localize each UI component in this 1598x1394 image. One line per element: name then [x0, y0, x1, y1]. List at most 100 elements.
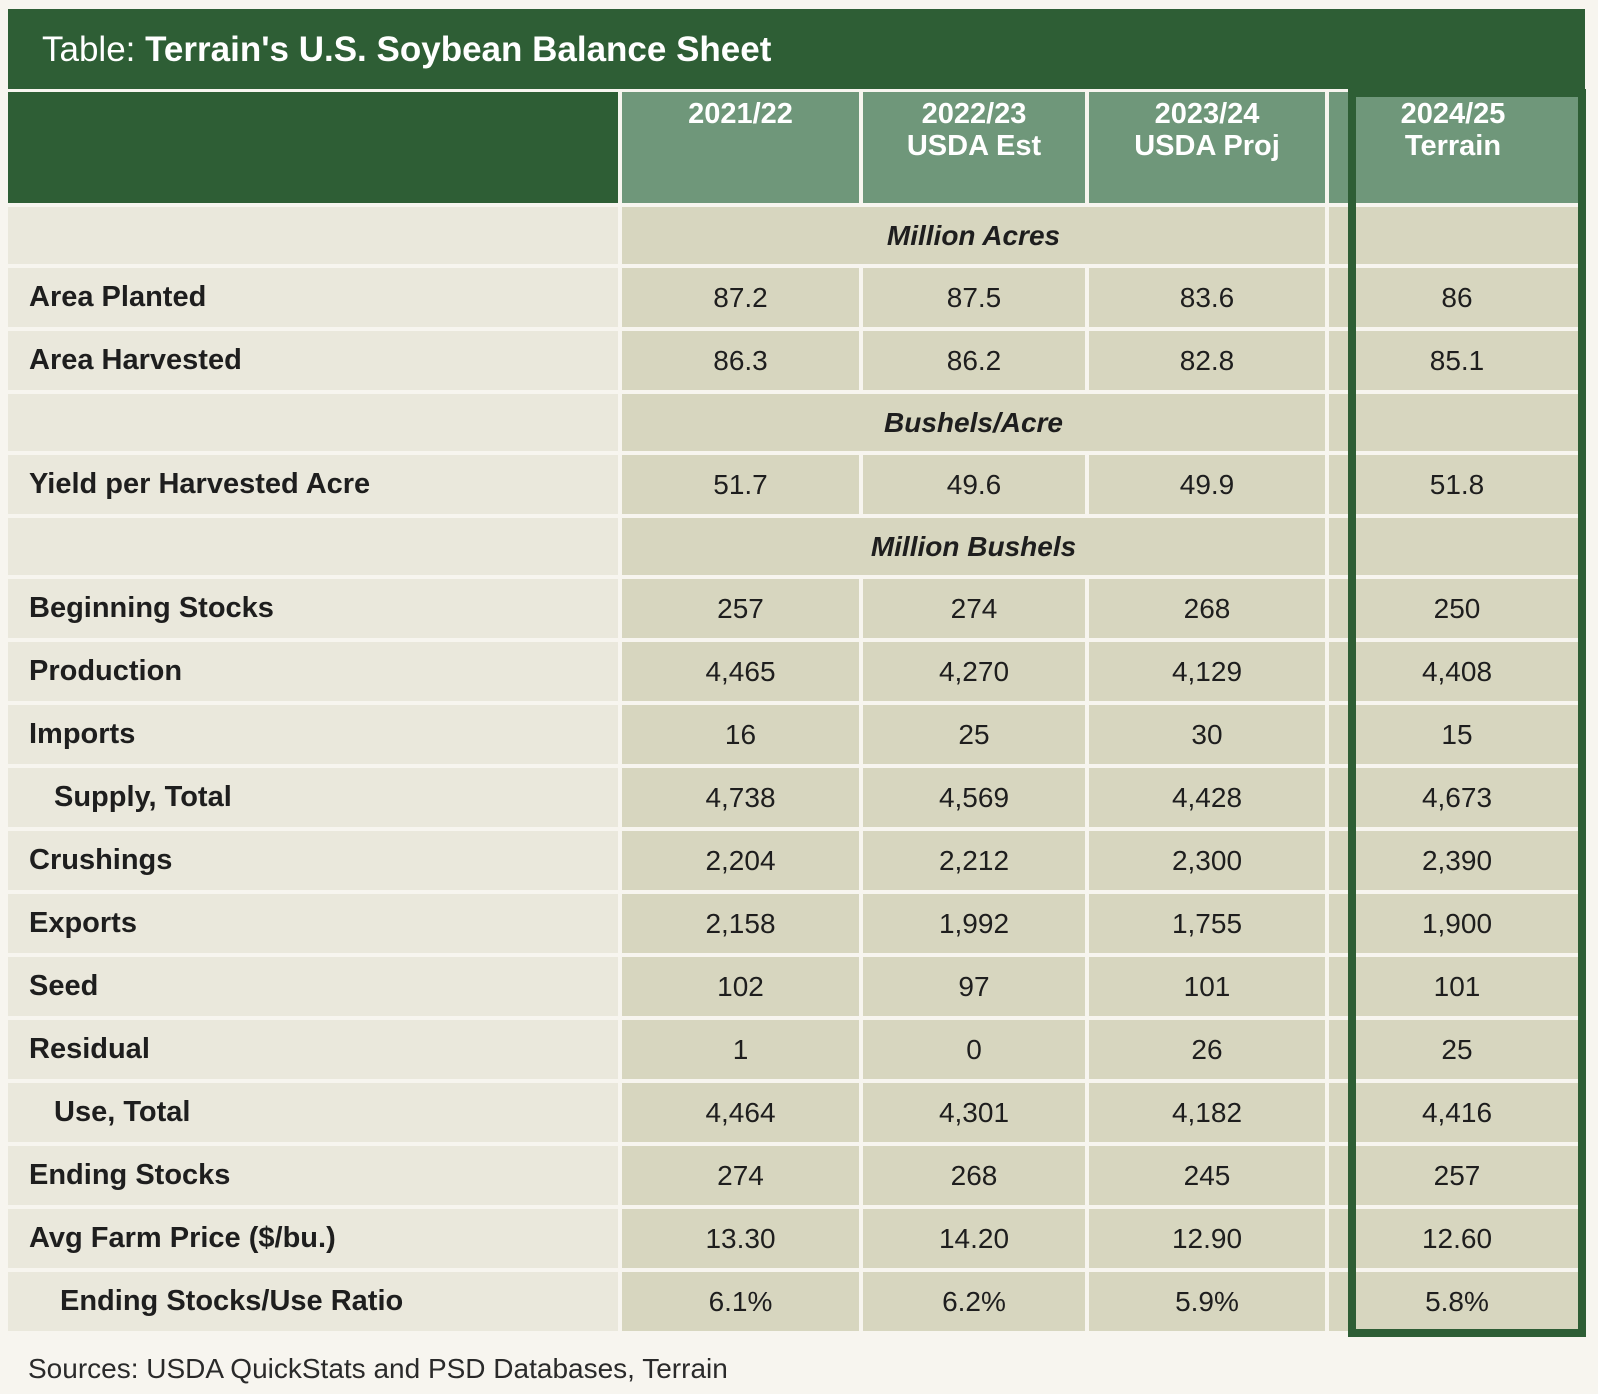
row-label: Exports [8, 890, 622, 953]
cell: 257 [622, 575, 863, 638]
cell: 4,464 [622, 1079, 863, 1142]
table-row: Supply, Total 4,738 4,569 4,428 4,673 [8, 764, 1585, 827]
cell: 14.20 [863, 1205, 1089, 1268]
cell: 2,390 [1329, 827, 1585, 890]
cell: 4,416 [1329, 1079, 1585, 1142]
cell: 12.60 [1329, 1205, 1585, 1268]
cell: 1 [622, 1016, 863, 1079]
cell: 2,300 [1089, 827, 1329, 890]
col-header-2022: 2022/23 USDA Est [863, 92, 1089, 203]
cell: 4,182 [1089, 1079, 1329, 1142]
table-row: Avg Farm Price ($/bu.) 13.30 14.20 12.90… [8, 1205, 1585, 1268]
cell: 274 [622, 1142, 863, 1205]
table-row: Beginning Stocks 257 274 268 250 [8, 575, 1585, 638]
row-label: Avg Farm Price ($/bu.) [8, 1205, 622, 1268]
row-label: Crushings [8, 827, 622, 890]
cell: 49.9 [1089, 451, 1329, 514]
row-label: Ending Stocks [8, 1142, 622, 1205]
section-row: Bushels/Acre [8, 390, 1585, 451]
table-row: Imports 16 25 30 15 [8, 701, 1585, 764]
cell: 86.3 [622, 327, 863, 390]
table-row: Production 4,465 4,270 4,129 4,408 [8, 638, 1585, 701]
cell: 49.6 [863, 451, 1089, 514]
row-label: Imports [8, 701, 622, 764]
col-header-2024: 2024/25 Terrain [1329, 92, 1585, 203]
cell: 87.2 [622, 264, 863, 327]
cell: 1,900 [1329, 890, 1585, 953]
table-row: Seed 102 97 101 101 [8, 953, 1585, 1016]
row-label: Beginning Stocks [8, 575, 622, 638]
cell: 25 [1329, 1016, 1585, 1079]
row-label: Ending Stocks/Use Ratio [8, 1268, 622, 1331]
cell: 101 [1089, 953, 1329, 1016]
section-row: Million Bushels [8, 514, 1585, 575]
table-title: Table: Terrain's U.S. Soybean Balance Sh… [8, 9, 1585, 89]
row-label: Production [8, 638, 622, 701]
cell: 4,270 [863, 638, 1089, 701]
col-header-2023: 2023/24 USDA Proj [1089, 92, 1329, 203]
cell: 2,204 [622, 827, 863, 890]
balance-sheet-card: Table: Terrain's U.S. Soybean Balance Sh… [8, 9, 1585, 1331]
cell: 4,428 [1089, 764, 1329, 827]
table-row: Ending Stocks 274 268 245 257 [8, 1142, 1585, 1205]
row-label: Use, Total [8, 1079, 622, 1142]
table-row: Crushings 2,204 2,212 2,300 2,390 [8, 827, 1585, 890]
cell: 1,755 [1089, 890, 1329, 953]
cell: 4,465 [622, 638, 863, 701]
cell: 51.7 [622, 451, 863, 514]
cell: 85.1 [1329, 327, 1585, 390]
title-main: Terrain's U.S. Soybean Balance Sheet [145, 30, 772, 69]
table-row: Use, Total 4,464 4,301 4,182 4,416 [8, 1079, 1585, 1142]
cell: 30 [1089, 701, 1329, 764]
cell: 4,301 [863, 1079, 1089, 1142]
section-row: Million Acres [8, 203, 1585, 264]
row-label: Seed [8, 953, 622, 1016]
table-row: Area Harvested 86.3 86.2 82.8 85.1 [8, 327, 1585, 390]
cell: 26 [1089, 1016, 1329, 1079]
cell: 1,992 [863, 890, 1089, 953]
cell: 268 [1089, 575, 1329, 638]
cell: 101 [1329, 953, 1585, 1016]
cell: 4,673 [1329, 764, 1585, 827]
cell: 97 [863, 953, 1089, 1016]
cell: 4,129 [1089, 638, 1329, 701]
row-label: Area Harvested [8, 327, 622, 390]
cell: 12.90 [1089, 1205, 1329, 1268]
header-blank [8, 92, 622, 203]
cell: 6.2% [863, 1268, 1089, 1331]
cell: 245 [1089, 1142, 1329, 1205]
cell: 4,738 [622, 764, 863, 827]
table-row: Yield per Harvested Acre 51.7 49.6 49.9 … [8, 451, 1585, 514]
row-label: Area Planted [8, 264, 622, 327]
cell: 51.8 [1329, 451, 1585, 514]
cell: 6.1% [622, 1268, 863, 1331]
cell: 5.8% [1329, 1268, 1585, 1331]
table-row: Ending Stocks/Use Ratio 6.1% 6.2% 5.9% 5… [8, 1268, 1585, 1331]
cell: 82.8 [1089, 327, 1329, 390]
cell: 102 [622, 953, 863, 1016]
cell: 257 [1329, 1142, 1585, 1205]
cell: 274 [863, 575, 1089, 638]
cell: 13.30 [622, 1205, 863, 1268]
cell: 268 [863, 1142, 1089, 1205]
row-label: Supply, Total [8, 764, 622, 827]
cell: 5.9% [1089, 1268, 1329, 1331]
section-label: Million Acres [622, 203, 1329, 264]
section-label: Million Bushels [622, 514, 1329, 575]
title-prefix: Table: [42, 30, 136, 69]
cell: 4,408 [1329, 638, 1585, 701]
cell: 0 [863, 1016, 1089, 1079]
source-note: Sources: USDA QuickStats and PSD Databas… [28, 1353, 728, 1384]
row-label: Residual [8, 1016, 622, 1079]
cell: 16 [622, 701, 863, 764]
cell: 25 [863, 701, 1089, 764]
soybean-balance-table: 2021/22 2022/23 USDA Est 2023/24 USDA Proj… [8, 92, 1585, 1331]
header-row: 2021/22 2022/23 USDA Est 2023/24 USDA Proj… [8, 92, 1585, 203]
cell: 86 [1329, 264, 1585, 327]
cell: 2,158 [622, 890, 863, 953]
cell: 4,569 [863, 764, 1089, 827]
table-row: Area Planted 87.2 87.5 83.6 86 [8, 264, 1585, 327]
row-label: Yield per Harvested Acre [8, 451, 622, 514]
table-row: Residual 1 0 26 25 [8, 1016, 1585, 1079]
cell: 2,212 [863, 827, 1089, 890]
